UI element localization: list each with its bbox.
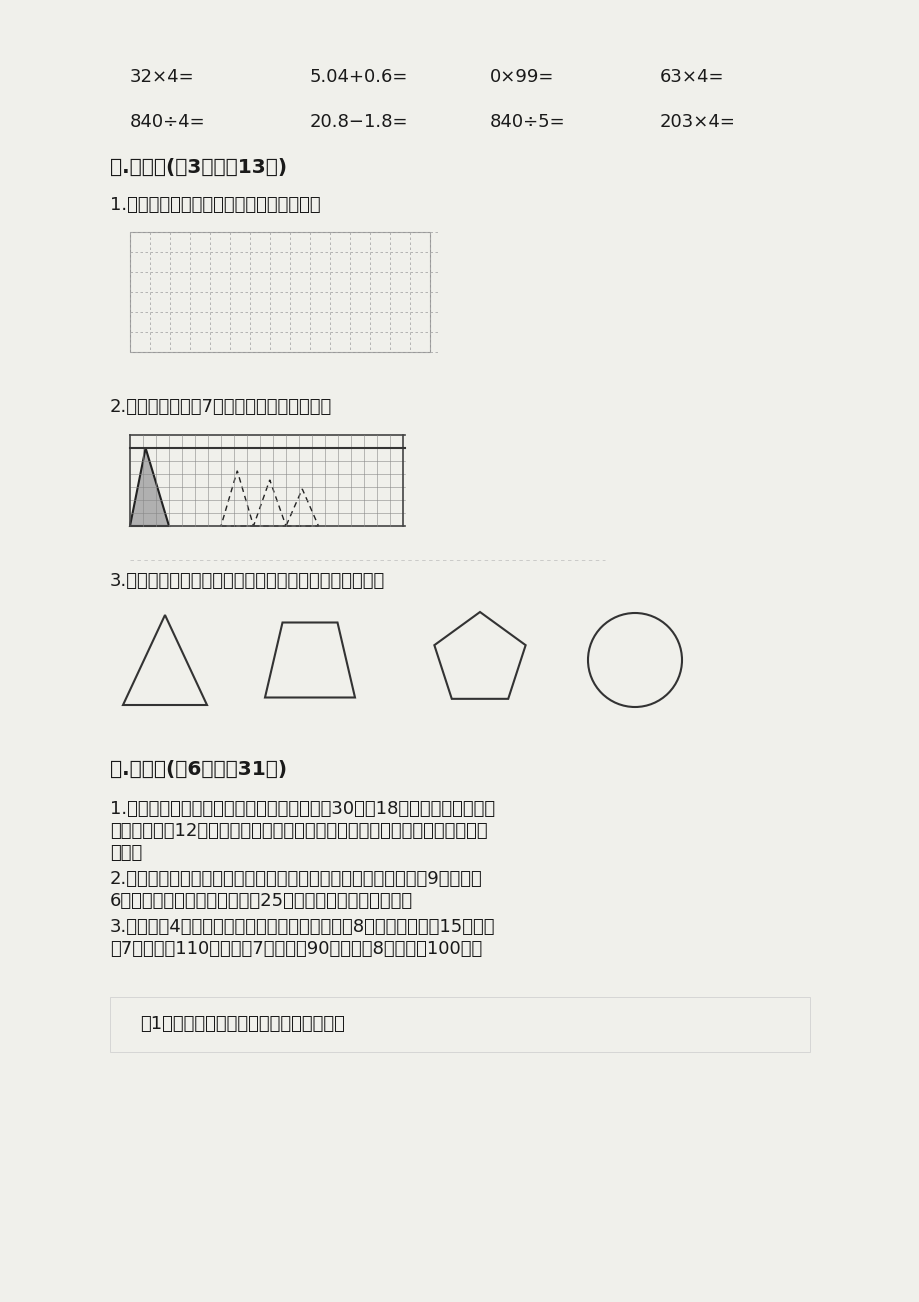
Text: 2.把图形向右平移7格后得的图形涂上颜色。: 2.把图形向右平移7格后得的图形涂上颜色。 [110,398,332,417]
Text: 840÷5=: 840÷5= [490,113,565,132]
Text: 1.张星从图书馆借了一本小说书，如果每天看30页，18天可以看完；但图书: 1.张星从图书馆借了一本小说书，如果每天看30页，18天可以看完；但图书 [110,799,494,818]
Text: 5.04+0.6=: 5.04+0.6= [310,68,408,86]
Text: 五.作图题(共3题，共13分): 五.作图题(共3题，共13分) [110,158,287,177]
Text: （1）四年级一班平均每个组捐款多少元？: （1）四年级一班平均每个组捐款多少元？ [140,1016,345,1032]
Text: 0×99=: 0×99= [490,68,554,86]
Text: 6米，白菜每平方米大概可种植25颗，他可以种多少颗白菜？: 6米，白菜每平方米大概可种植25颗，他可以种多少颗白菜？ [110,892,413,910]
Text: 203×4=: 203×4= [659,113,735,132]
Polygon shape [130,448,169,526]
Bar [130,232,429,352]
Text: 2.老王计划在他的菜园里种上白菜，已知他的菜园为长方形，长为9米，宽为: 2.老王计划在他的菜园里种上白菜，已知他的菜园为长方形，长为9米，宽为 [110,870,482,888]
Text: 馆规定时限是12天，要在规定的时间内把这本小说书看完，他平均每天要看多: 馆规定时限是12天，要在规定的时间内把这本小说书看完，他平均每天要看多 [110,822,487,840]
Text: 六.解答题(共6题，共31分): 六.解答题(共6题，共31分) [110,760,287,779]
Text: 20.8−1.8=: 20.8−1.8= [310,113,408,132]
Text: 3.幸福小学4年级一班学生向汝川灾区捐款。一组8人平均每人捐款15元，二: 3.幸福小学4年级一班学生向汝川灾区捐款。一组8人平均每人捐款15元，二 [110,918,495,936]
Text: 少页？: 少页？ [110,844,142,862]
Text: 组7人共捐款110元，三组7人共捐款90元，四组8人共捐款100元。: 组7人共捐款110元，三组7人共捐款90元，四组8人共捐款100元。 [110,940,482,958]
Bar [110,997,809,1052]
Text: 3.图中的图形都是轴对称图形，请你画出它们的对称轴。: 3.图中的图形都是轴对称图形，请你画出它们的对称轴。 [110,572,385,590]
Text: 1.画一个等腼三角形，其中一个角是锤角。: 1.画一个等腼三角形，其中一个角是锤角。 [110,197,321,214]
Text: 63×4=: 63×4= [659,68,724,86]
Text: 840÷4=: 840÷4= [130,113,206,132]
Text: 32×4=: 32×4= [130,68,195,86]
